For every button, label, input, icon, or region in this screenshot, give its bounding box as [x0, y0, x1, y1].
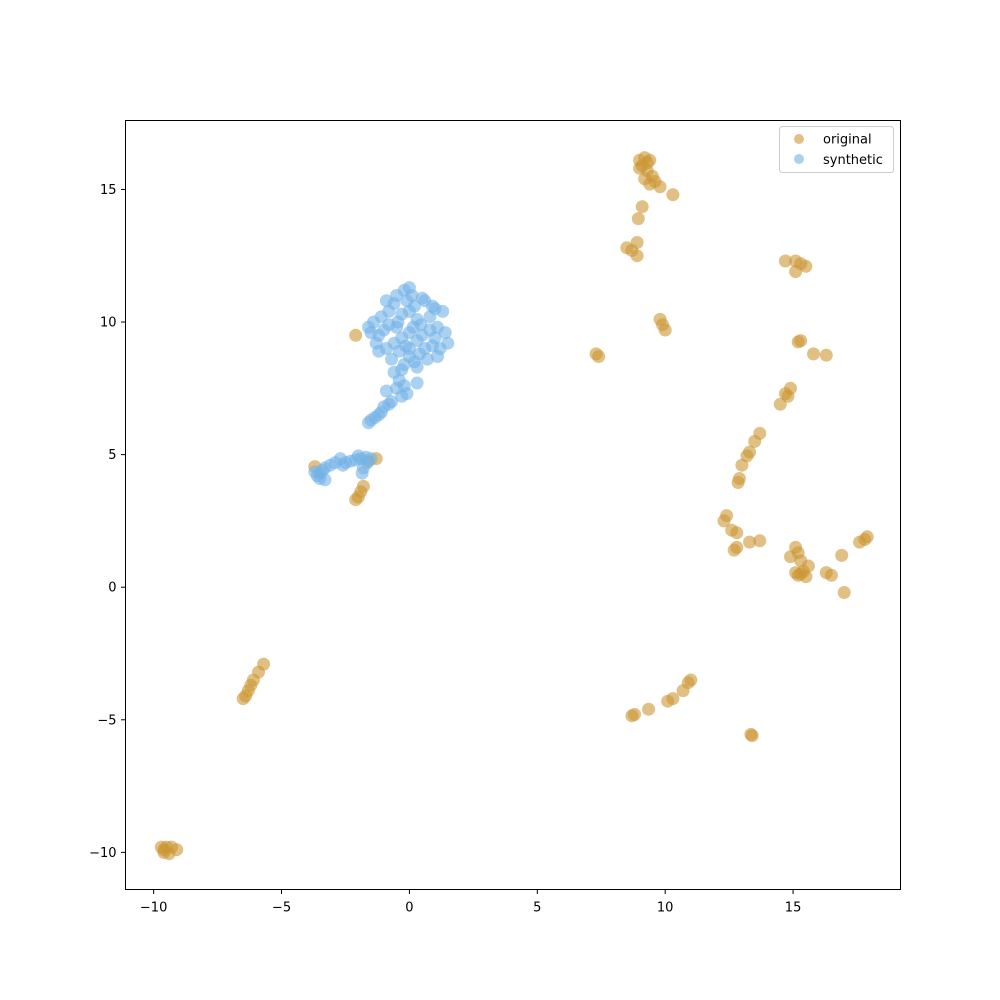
- original-point: [170, 843, 184, 857]
- original-point: [791, 335, 805, 349]
- original-point: [791, 568, 805, 582]
- synthetic-point: [336, 458, 350, 472]
- original-point: [773, 397, 787, 411]
- synthetic-point: [410, 360, 424, 374]
- original-point: [631, 212, 645, 226]
- y-tick-label: 0: [108, 581, 116, 596]
- y-axis: −10 −5 0 5 10 15: [89, 183, 126, 861]
- original-point: [731, 476, 745, 489]
- x-tick-label: 15: [785, 901, 802, 916]
- original-point: [835, 548, 849, 562]
- y-tick-label: 10: [100, 316, 117, 331]
- synthetic-point: [391, 315, 405, 329]
- original-point: [727, 543, 741, 557]
- legend: original synthetic: [779, 126, 894, 173]
- original-point: [643, 177, 657, 191]
- original-point: [635, 200, 649, 214]
- synthetic-point: [379, 294, 393, 308]
- original-point: [658, 323, 672, 337]
- legend-frame: [779, 126, 894, 173]
- synthetic-point: [379, 384, 393, 398]
- x-tick-label: 0: [405, 901, 413, 916]
- series-synthetic: [308, 281, 455, 487]
- synthetic-point: [355, 466, 369, 480]
- synthetic-point: [390, 289, 404, 302]
- original-point: [789, 265, 803, 279]
- legend-marker-original: [794, 134, 804, 144]
- synthetic-point: [351, 449, 365, 463]
- y-tick-label: −5: [97, 713, 116, 728]
- original-point: [824, 568, 838, 582]
- original-point: [784, 550, 797, 564]
- original-point: [236, 692, 250, 706]
- original-point: [676, 684, 690, 698]
- original-point: [642, 702, 656, 716]
- original-point: [778, 254, 792, 268]
- original-point: [630, 249, 644, 263]
- synthetic-point: [362, 416, 375, 430]
- synthetic-point: [410, 334, 424, 348]
- synthetic-point: [374, 310, 388, 324]
- synthetic-point: [410, 376, 424, 390]
- original-point: [753, 534, 767, 548]
- x-tick-label: 10: [657, 901, 674, 916]
- synthetic-point: [402, 304, 416, 318]
- x-tick-label: 5: [533, 901, 541, 916]
- original-point: [349, 493, 363, 507]
- original-point: [653, 180, 667, 194]
- synthetic-point: [399, 339, 413, 353]
- original-point: [807, 347, 820, 361]
- original-point: [625, 709, 639, 723]
- synthetic-point: [431, 350, 444, 363]
- synthetic-point: [441, 336, 455, 350]
- original-point: [666, 188, 680, 202]
- synthetic-point: [362, 320, 375, 334]
- x-axis: −10 −5 0 5 10 15: [140, 889, 802, 916]
- original-point: [799, 259, 813, 273]
- synthetic-point: [438, 326, 452, 340]
- synthetic-point: [318, 473, 332, 487]
- synthetic-point: [406, 320, 420, 334]
- original-point: [349, 328, 363, 342]
- original-point: [735, 458, 749, 472]
- legend-marker-synthetic: [794, 154, 804, 164]
- x-tick-label: −10: [140, 901, 167, 916]
- plot-frame: [125, 120, 901, 890]
- synthetic-point: [372, 344, 386, 358]
- original-point: [748, 434, 762, 448]
- synthetic-point: [402, 281, 416, 295]
- synthetic-point: [395, 389, 409, 403]
- synthetic-point: [415, 291, 429, 305]
- original-point: [837, 586, 851, 599]
- y-tick-label: 5: [108, 448, 116, 463]
- original-point: [592, 350, 606, 363]
- original-point: [853, 535, 867, 549]
- synthetic-point: [420, 352, 434, 366]
- original-point: [717, 514, 731, 528]
- synthetic-point: [360, 456, 374, 470]
- points-layer: [154, 151, 874, 861]
- y-tick-label: 15: [100, 183, 117, 198]
- original-point: [730, 526, 744, 540]
- original-point: [744, 727, 758, 741]
- original-point: [157, 843, 171, 857]
- series-original: [154, 151, 874, 861]
- x-tick-label: −5: [272, 901, 291, 916]
- original-point: [661, 694, 675, 708]
- synthetic-point: [425, 299, 439, 313]
- original-point: [633, 161, 647, 175]
- synthetic-point: [385, 352, 398, 366]
- y-tick-label: −10: [89, 846, 116, 861]
- legend-label-synthetic: synthetic: [823, 153, 883, 168]
- original-point: [819, 348, 833, 362]
- original-point: [743, 535, 757, 549]
- legend-label-original: original: [823, 133, 872, 148]
